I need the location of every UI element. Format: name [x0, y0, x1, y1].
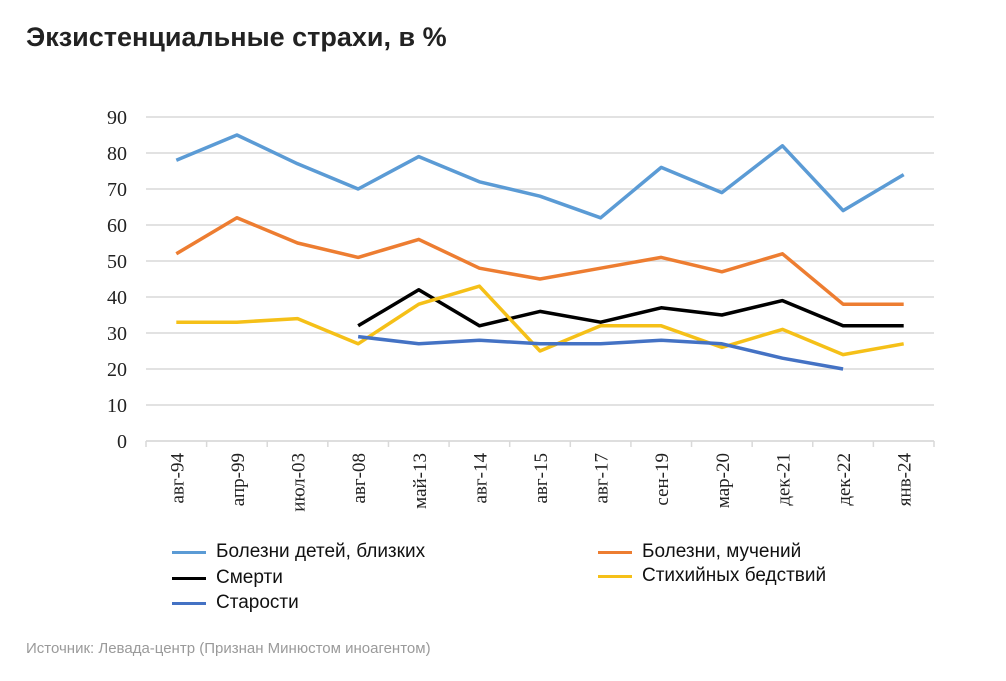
x-tick-label: авг-14 — [470, 453, 491, 504]
y-tick-label: 30 — [107, 323, 127, 345]
legend-label: Болезни детей, близких — [216, 541, 426, 562]
x-tick-label: дек-21 — [773, 453, 794, 506]
legend-swatch — [172, 576, 206, 580]
y-tick-label: 70 — [107, 179, 127, 201]
line-chart: 0 10 20 30 40 50 60 70 80 90 авг-94 апр-99 июл-03 авг… — [107, 107, 935, 512]
x-tick-label: авг-15 — [531, 453, 552, 504]
x-tick-label: сен-19 — [652, 453, 673, 506]
series-line — [175, 133, 905, 220]
series-line — [176, 284, 904, 357]
y-tick-label: 80 — [107, 143, 127, 165]
legend-swatch — [598, 550, 632, 554]
legend-item: Стихийных бедствий — [598, 565, 826, 587]
y-tick-label: 40 — [107, 287, 127, 309]
series-line — [175, 216, 904, 306]
y-tick-label: 60 — [107, 215, 127, 237]
page-title: Экзистенциальные страхи, в % — [26, 22, 447, 52]
series-line — [357, 288, 904, 328]
legend-label: Болезни, мучений — [642, 541, 802, 562]
x-tick-label: авг-94 — [167, 453, 188, 504]
legend-item: Болезни детей, близких — [172, 541, 425, 563]
y-tick-label: 20 — [107, 359, 127, 381]
y-tick-label: 10 — [107, 395, 127, 417]
y-tick-label: 90 — [107, 107, 127, 129]
x-tick-label: июл-03 — [289, 453, 310, 512]
legend-label: Стихийных бедствий — [642, 565, 827, 586]
x-tick-label: авг-08 — [349, 453, 370, 504]
legend-swatch — [172, 550, 206, 554]
x-tick-label: май-13 — [410, 453, 431, 509]
legend-item: Старости — [172, 592, 299, 614]
source-note: Источник: Левада-центр (Признан Минюстом… — [26, 640, 431, 657]
legend-item: Болезни, мучений — [598, 541, 801, 563]
x-tick-label: апр-99 — [228, 453, 249, 506]
x-tick-label: дек-22 — [834, 453, 855, 506]
legend-label: Старости — [216, 592, 299, 613]
legend-item: Смерти — [172, 567, 283, 589]
x-tick-label: мар-20 — [713, 453, 734, 508]
legend-label: Смерти — [216, 567, 283, 588]
legend-swatch — [598, 574, 632, 578]
x-tick-label: авг-17 — [592, 453, 613, 504]
x-tick-label: янв-24 — [895, 453, 916, 507]
series-line — [357, 334, 844, 371]
y-tick-label: 50 — [107, 251, 127, 273]
y-tick-label: 0 — [117, 431, 127, 453]
legend-swatch — [172, 601, 206, 605]
